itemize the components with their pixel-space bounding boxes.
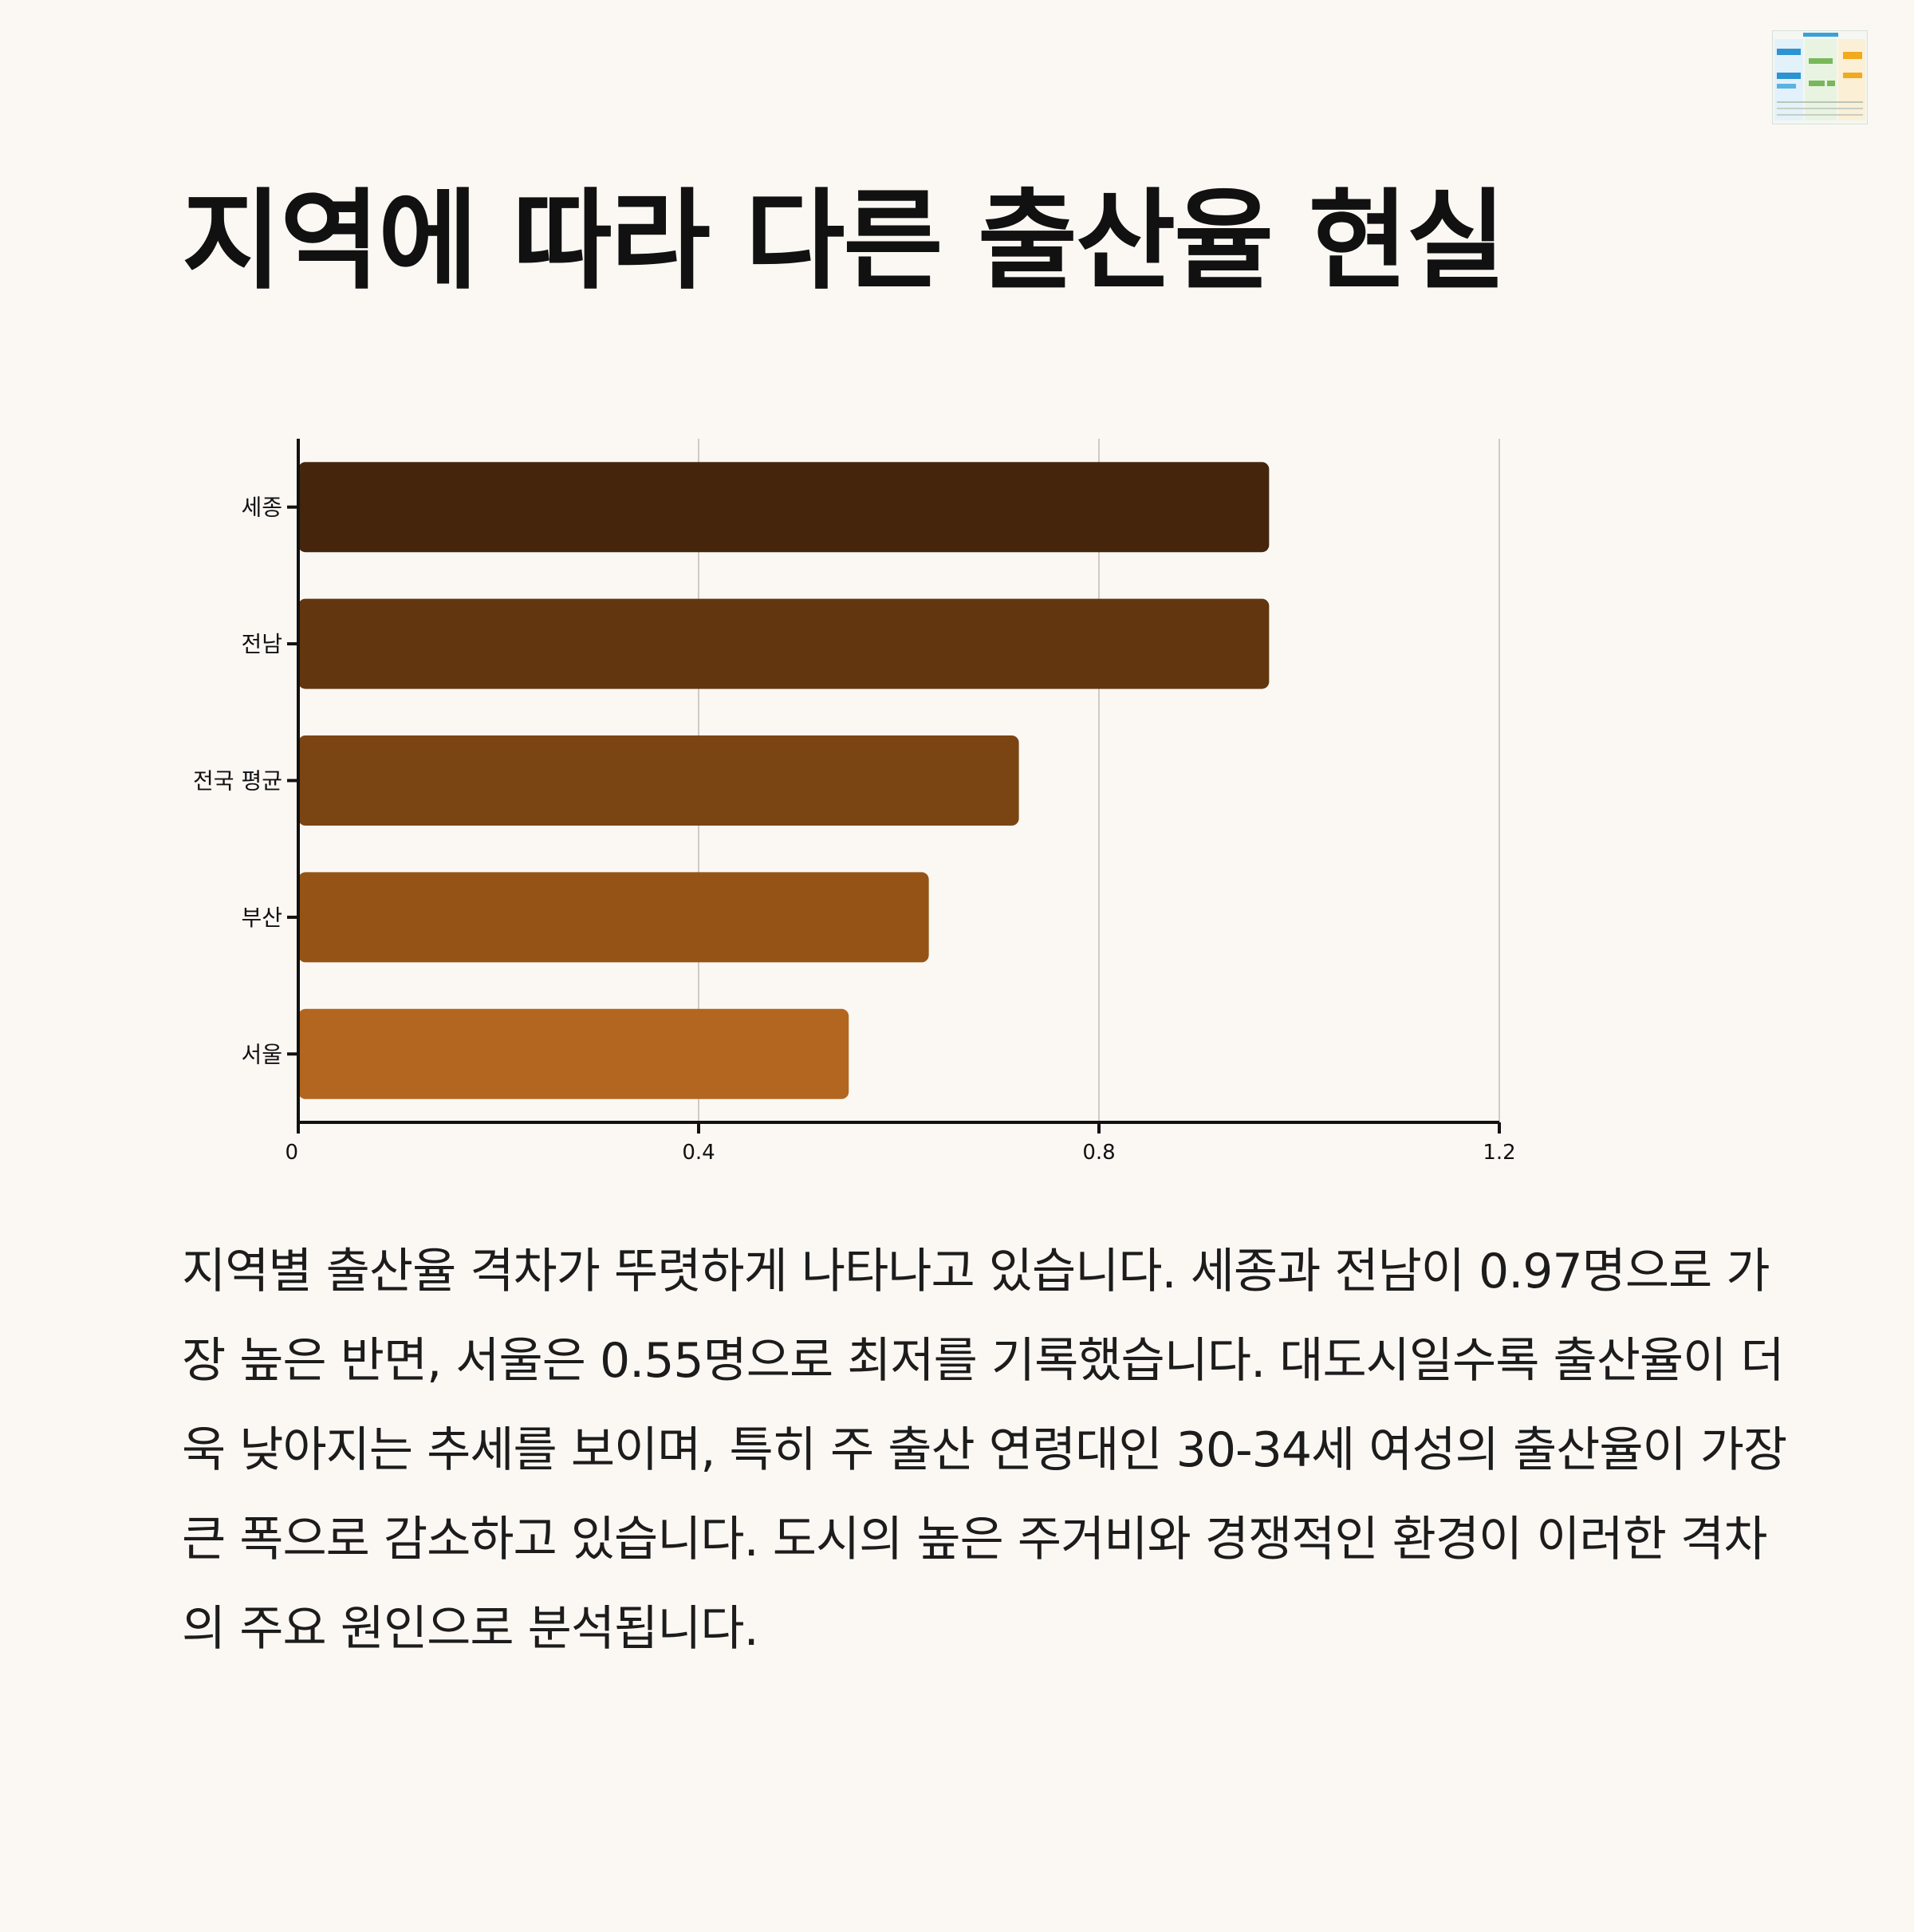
y-tick-label: 부산: [241, 905, 282, 931]
bar: [298, 735, 1019, 826]
y-tick-label: 세종: [241, 495, 282, 521]
y-tick-label: 전남: [241, 631, 282, 657]
x-tick-label: 1.2: [1483, 1141, 1515, 1165]
y-tick-label: 서울: [241, 1041, 282, 1067]
x-tick-label: 0.8: [1082, 1141, 1115, 1165]
page-title: 지역에 따라 다른 출산율 현실: [182, 179, 1506, 305]
x-tick-label: 0: [285, 1141, 298, 1165]
description-text: 지역별 출산율 격차가 뚜렷하게 나타나고 있습니다. 세종과 전남이 0.97…: [182, 1244, 1787, 1657]
bar: [298, 872, 929, 963]
bar: [298, 462, 1270, 553]
thumbnail-image: [1772, 30, 1868, 124]
x-tick-label: 0.4: [682, 1141, 715, 1165]
bar: [298, 598, 1270, 689]
bar: [298, 1008, 849, 1099]
y-tick-label: 전국 평균: [193, 768, 282, 794]
